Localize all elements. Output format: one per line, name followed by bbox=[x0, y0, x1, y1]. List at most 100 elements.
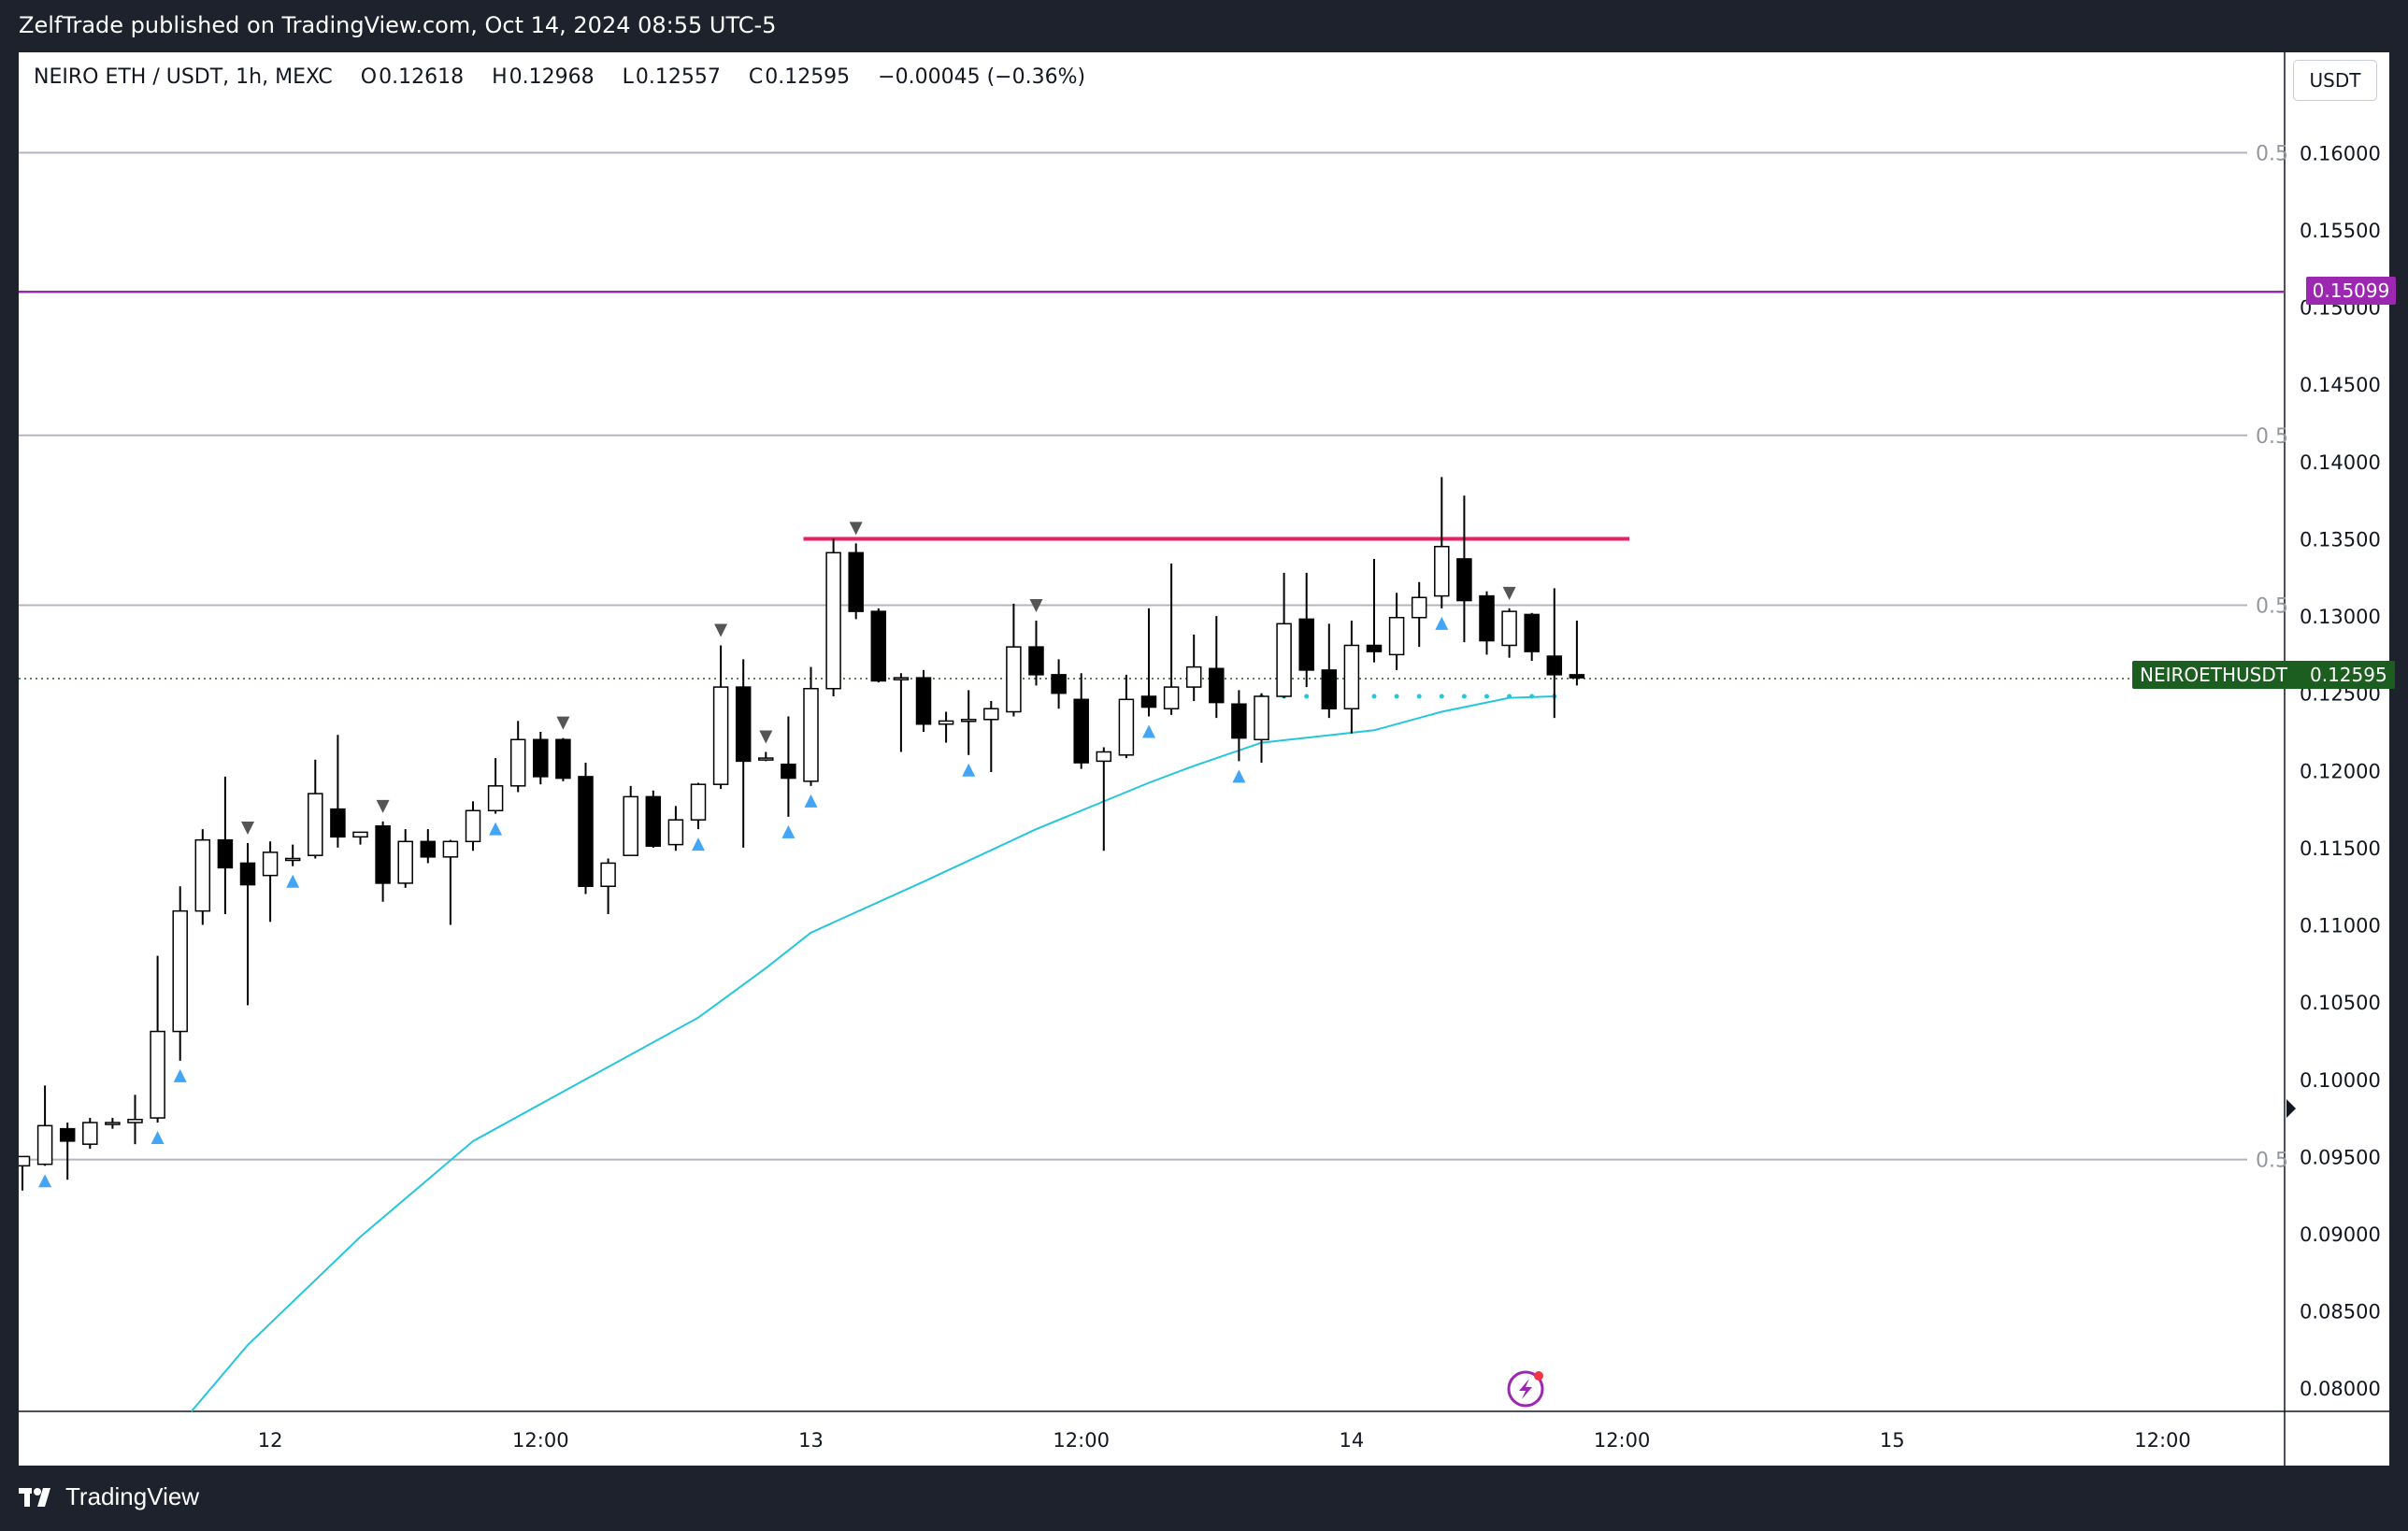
candle-body bbox=[735, 686, 752, 763]
footer: TradingView bbox=[0, 1466, 2408, 1531]
price-tick-label: 0.13000 bbox=[2300, 606, 2381, 628]
candle-body bbox=[442, 840, 459, 858]
low-label: L bbox=[622, 65, 634, 89]
signal-dot bbox=[1416, 694, 1422, 699]
signal-dot bbox=[1304, 694, 1310, 699]
price-tick-label: 0.10500 bbox=[2300, 992, 2381, 1014]
candle-body bbox=[1209, 667, 1225, 704]
sell-signal-triangle bbox=[759, 730, 773, 744]
signal-dot bbox=[1484, 694, 1489, 699]
candle-body bbox=[712, 686, 729, 785]
sell-signal-triangle bbox=[849, 522, 863, 536]
candle-body bbox=[645, 795, 662, 848]
buy-signal-triangle bbox=[804, 794, 818, 808]
candle-body bbox=[1276, 622, 1292, 697]
candle-body bbox=[578, 776, 594, 887]
sell-signal-triangle bbox=[376, 799, 390, 813]
signal-dot bbox=[1394, 694, 1399, 699]
last-price-badge: NEIROETHUSDT 0.12595 bbox=[2132, 661, 2395, 689]
candle-body bbox=[105, 1122, 121, 1125]
candle-body bbox=[82, 1122, 98, 1145]
candle-body bbox=[690, 783, 707, 821]
buy-signal-triangle bbox=[781, 824, 796, 838]
candle-body bbox=[1163, 686, 1180, 709]
candle-body bbox=[1051, 674, 1067, 694]
candle-body bbox=[217, 838, 234, 869]
candle-body bbox=[1343, 644, 1360, 709]
candle-body bbox=[915, 677, 932, 725]
candle-body bbox=[1321, 669, 1338, 709]
candle-body bbox=[1140, 695, 1157, 708]
buy-signal-triangle bbox=[38, 1174, 52, 1188]
candle-body bbox=[1479, 594, 1495, 642]
candle-body bbox=[870, 610, 887, 682]
close-value: 0.12595 bbox=[765, 65, 851, 89]
candle-body bbox=[465, 809, 481, 843]
candle-body bbox=[1028, 646, 1044, 676]
price-tick-label: 0.12000 bbox=[2300, 760, 2381, 782]
candle-body bbox=[36, 1124, 53, 1166]
price-tick-label: 0.14000 bbox=[2300, 451, 2381, 474]
price-tick-label: 0.08000 bbox=[2300, 1378, 2381, 1400]
level-price-badge: 0.15099 bbox=[2306, 277, 2396, 305]
candle-body bbox=[262, 851, 279, 877]
candle-body bbox=[509, 738, 526, 787]
buy-signal-triangle bbox=[150, 1131, 165, 1145]
candle-body bbox=[781, 763, 796, 780]
buy-signal-triangle bbox=[1232, 769, 1246, 783]
high-label: H bbox=[492, 65, 508, 89]
candle-body bbox=[194, 838, 211, 912]
time-tick-label: 12 bbox=[258, 1429, 283, 1452]
candle-body bbox=[667, 819, 684, 846]
candle-body bbox=[1501, 610, 1517, 647]
lightning-icon bbox=[1507, 1370, 1544, 1408]
scale-marker-icon bbox=[2286, 1099, 2296, 1118]
buy-signal-triangle bbox=[962, 763, 976, 777]
time-tick-label: 12:00 bbox=[2134, 1429, 2191, 1452]
candle-body bbox=[1546, 655, 1563, 676]
signal-dot bbox=[1439, 694, 1444, 699]
fib-level-label: 0.5 bbox=[2256, 595, 2288, 619]
signal-dot bbox=[1371, 694, 1377, 699]
sell-signal-triangle bbox=[1029, 599, 1043, 613]
time-tick-label: 12:00 bbox=[1594, 1429, 1651, 1452]
symbol-label: NEIROETHUSDT bbox=[2140, 664, 2287, 686]
candle-body bbox=[1411, 596, 1427, 619]
candle-body bbox=[893, 677, 910, 680]
candle-body bbox=[352, 831, 368, 838]
currency-button[interactable]: USDT bbox=[2293, 60, 2377, 101]
publish-header: ZelfTrade published on TradingView.com, … bbox=[0, 0, 2408, 52]
sell-signal-triangle bbox=[241, 821, 254, 835]
time-tick-label: 12:00 bbox=[512, 1429, 569, 1452]
candle-body bbox=[1456, 558, 1472, 602]
last-price-value: 0.12595 bbox=[2309, 664, 2387, 686]
ema-line bbox=[191, 695, 1555, 1412]
candle-body bbox=[1524, 613, 1540, 652]
candle-body bbox=[623, 795, 638, 856]
buy-signal-triangle bbox=[489, 822, 503, 836]
sell-signal-triangle bbox=[556, 716, 570, 730]
price-tick-label: 0.10000 bbox=[2300, 1069, 2381, 1092]
time-tick-label: 12:00 bbox=[1053, 1429, 1110, 1452]
candle-body bbox=[127, 1118, 143, 1123]
time-tick-label: 13 bbox=[798, 1429, 824, 1452]
candle-body bbox=[172, 909, 188, 1033]
price-chart[interactable]: 0.50.50.50.50.160000.155000.150000.14500… bbox=[19, 52, 2389, 1466]
close-label: C bbox=[748, 65, 764, 89]
signal-dot bbox=[1507, 694, 1512, 699]
candle-body bbox=[533, 738, 549, 778]
chart-pane[interactable]: 0.5 0.5 0.5 0.5 0.16000 0.15500 0.15000 0.14500… bbox=[19, 52, 2396, 1466]
open-label: O bbox=[360, 65, 378, 89]
high-value: 0.12968 bbox=[509, 65, 595, 89]
symbol-title[interactable]: NEIRO ETH / USDT, 1h, MEXC bbox=[34, 65, 333, 89]
candle-body bbox=[555, 738, 571, 780]
candle-body bbox=[59, 1127, 76, 1142]
candle-body bbox=[1434, 545, 1450, 597]
tradingview-logo-text: TradingView bbox=[65, 1482, 200, 1510]
candle-body bbox=[938, 720, 954, 725]
candle-body bbox=[1298, 618, 1314, 671]
ohlc-legend: NEIRO ETH / USDT, 1h, MEXC O0.12618 H0.1… bbox=[34, 65, 1087, 89]
candle-body bbox=[1388, 616, 1405, 656]
tradingview-logo[interactable]: TradingView bbox=[19, 1482, 199, 1511]
signal-dot bbox=[1529, 694, 1535, 699]
